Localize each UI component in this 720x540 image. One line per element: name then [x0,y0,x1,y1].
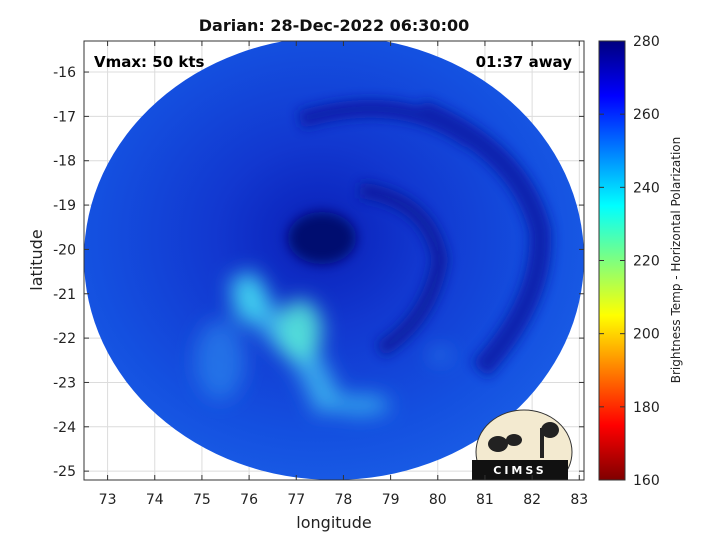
colorbar-tick-label: 160 [633,473,660,489]
colorbar-label: Brightness Temp - Horizontal Polarizatio… [669,137,683,384]
y-tick-label: -25 [53,464,76,480]
brightness-field [84,41,584,480]
colorbar-tick-label: 260 [633,107,660,123]
y-tick-label: -18 [53,154,76,170]
y-tick-label: -19 [53,198,76,214]
colorbar-tick-label: 220 [633,254,660,270]
colorbar-tick-label: 180 [633,400,660,416]
y-tick-label: -17 [53,109,76,125]
y-axis-label: latitude [27,229,46,290]
x-tick-label: 73 [99,492,117,508]
time-away-annotation: 01:37 away [476,53,573,71]
y-tick-label: -23 [53,375,76,391]
y-axis-ticks: -16 -17 -18 -19 -20 -21 -22 -23 -24 -25 [53,65,584,480]
x-tick-label: 79 [382,492,400,508]
colorbar-tick-label: 200 [633,327,660,343]
vmax-annotation: Vmax: 50 kts [94,53,204,71]
y-tick-label: -24 [53,420,76,436]
y-tick-label: -21 [53,287,76,303]
colorbar-tick-label: 280 [633,34,660,50]
y-tick-label: -16 [53,65,76,81]
plot-border [83,40,585,481]
x-tick-label: 74 [146,492,164,508]
x-tick-label: 80 [429,492,447,508]
colorbar-tick-label: 240 [633,180,660,196]
x-axis-label: longitude [296,513,371,532]
x-tick-label: 82 [523,492,541,508]
x-tick-label: 81 [476,492,494,508]
x-tick-label: 77 [287,492,305,508]
y-tick-label: -20 [53,242,76,258]
storm-eye [288,212,356,264]
x-tick-label: 78 [335,492,353,508]
x-tick-label: 75 [193,492,211,508]
y-tick-label: -22 [53,331,76,347]
x-axis-ticks: 73 74 75 76 77 78 79 80 81 82 83 [99,41,588,508]
cimss-logo: CIMSS [472,409,573,480]
logo-text: CIMSS [493,464,546,477]
colorbar-ticks: 160 180 200 220 240 260 280 [599,34,660,489]
x-tick-label: 76 [240,492,258,508]
chart-title: Darian: 28-Dec-2022 06:30:00 [199,16,469,35]
x-tick-label: 83 [570,492,588,508]
